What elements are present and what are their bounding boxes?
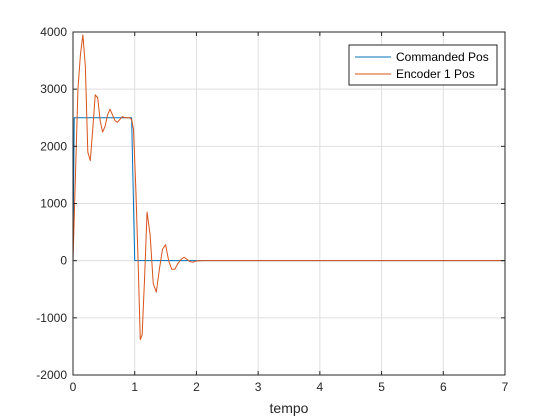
axis-ticks: 0 1 2 3 4 5 6 7 -2000 -1000 0 1000 2000 3000 4000	[36, 25, 508, 394]
y-tick-label: -1000	[36, 311, 67, 325]
legend-entry: Commanded Pos	[396, 50, 489, 64]
legend: Commanded Pos Encoder 1 Pos	[348, 44, 498, 86]
x-tick-label: 1	[131, 380, 138, 394]
x-tick-label: 3	[255, 380, 262, 394]
legend-entry: Encoder 1 Pos	[396, 67, 475, 81]
series-line-2	[72, 34, 505, 341]
y-tick-label: 0	[60, 254, 67, 268]
x-tick-label: 6	[440, 380, 447, 394]
x-tick-label: 7	[502, 380, 509, 394]
x-tick-label: 4	[317, 380, 324, 394]
x-tick-label: 0	[70, 380, 77, 394]
series-lines	[72, 34, 505, 341]
x-tick-label: 5	[378, 380, 385, 394]
y-tick-label: 4000	[40, 25, 67, 39]
x-axis-label: tempo	[270, 400, 309, 416]
y-tick-label: 2000	[40, 139, 67, 153]
y-tick-label: 1000	[40, 197, 67, 211]
y-tick-label: 3000	[40, 82, 67, 96]
y-tick-label: -2000	[36, 368, 67, 382]
x-tick-label: 2	[193, 380, 200, 394]
legend-box	[348, 44, 498, 86]
